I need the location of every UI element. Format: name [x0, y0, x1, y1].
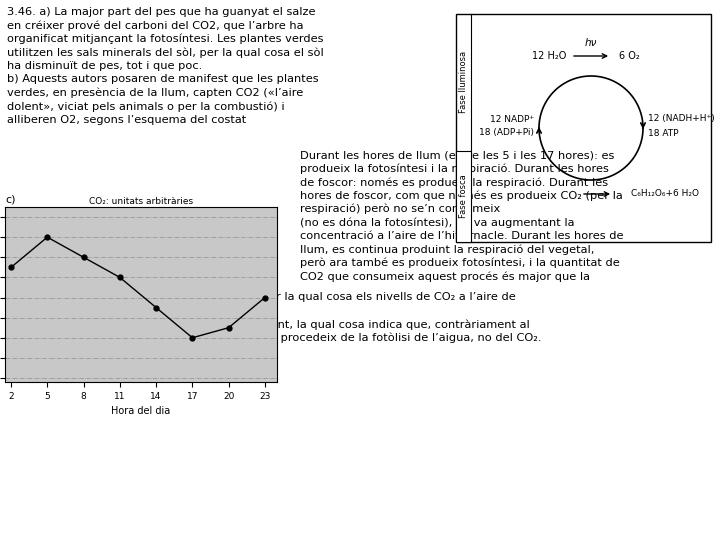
Bar: [456, 14, 711, 242]
Text: que proposà Warburg, l’oxigen de la fotosíntesi procedeix de la fotòlisi de l’ai: que proposà Warburg, l’oxigen de la foto…: [7, 333, 541, 343]
Text: respiració) però no se’n consumeix: respiració) però no se’n consumeix: [300, 204, 500, 214]
Text: d) L’oxigen alliberat està marcat radioactivament, la qual cosa indica que, cont: d) L’oxigen alliberat està marcat radioa…: [7, 319, 530, 329]
Text: 12 NADP⁺: 12 NADP⁺: [490, 114, 534, 124]
Text: 12 (NADH+H⁺): 12 (NADH+H⁺): [648, 114, 715, 124]
Text: 18 ATP: 18 ATP: [648, 129, 678, 138]
Text: Fase fosca: Fase fosca: [459, 174, 468, 218]
Text: Durant les hores de llum (entre les 5 i les 17 hores): es: Durant les hores de llum (entre les 5 i …: [300, 150, 614, 160]
Text: 12 H₂O: 12 H₂O: [532, 51, 566, 61]
Text: ha disminuït de pes, tot i que poc.: ha disminuït de pes, tot i que poc.: [7, 61, 202, 71]
Text: c): c): [5, 195, 16, 205]
Text: verdes, en presència de la llum, capten CO2 («l’aire: verdes, en presència de la llum, capten …: [7, 88, 303, 98]
Text: concentració a l’aire de l’hivernacle. Durant les hores de: concentració a l’aire de l’hivernacle. D…: [300, 231, 624, 241]
Text: l’hivernacle baixen.: l’hivernacle baixen.: [7, 306, 119, 315]
Text: en créixer prové del carboni del CO2, que l’arbre ha: en créixer prové del carboni del CO2, qu…: [7, 21, 304, 31]
Text: hores de foscor, com que només es produeix CO₂ (per la: hores de foscor, com que només es produe…: [300, 191, 623, 201]
Text: 3.46. a) La major part del pes que ha guanyat el salze: 3.46. a) La major part del pes que ha gu…: [7, 7, 315, 17]
X-axis label: Hora del dia: Hora del dia: [112, 406, 171, 416]
Bar: [456, 151, 471, 242]
Text: però ara també es produeix fotosíntesi, i la quantitat de: però ara també es produeix fotosíntesi, …: [300, 258, 620, 268]
Text: CO2 que consumeix aquest procés és major que la: CO2 que consumeix aquest procés és major…: [300, 272, 590, 282]
Text: produeix la fotosíntesi i la respiració. Durant les hores: produeix la fotosíntesi i la respiració.…: [300, 164, 609, 174]
Text: hν: hν: [585, 38, 597, 48]
Text: 6 O₂: 6 O₂: [618, 51, 639, 61]
Title: CO₂: unitats arbitràries: CO₂: unitats arbitràries: [89, 197, 193, 206]
Text: de foscor: només es produeix la respiració. Durant les: de foscor: només es produeix la respirac…: [300, 177, 608, 187]
Text: alliberen O2, segons l’esquema del costat: alliberen O2, segons l’esquema del costa…: [7, 115, 246, 125]
Text: Fase lluminosa: Fase lluminosa: [459, 51, 468, 113]
Text: dolent», viciat pels animals o per la combustió) i: dolent», viciat pels animals o per la co…: [7, 102, 284, 112]
Text: 18 (ADP+Pi): 18 (ADP+Pi): [479, 129, 534, 138]
Text: utilitzen les sals minerals del sòl, per la qual cosa el sòl: utilitzen les sals minerals del sòl, per…: [7, 48, 324, 58]
Text: llum, es continua produint la respiració del vegetal,: llum, es continua produint la respiració…: [300, 245, 595, 255]
Text: organificat mitjançant la fotosíntesi. Les plantes verdes: organificat mitjançant la fotosíntesi. L…: [7, 34, 323, 44]
Text: quantitat de CO₂ que produeix la respiració, per la qual cosa els nivells de CO₂: quantitat de CO₂ que produeix la respira…: [7, 292, 516, 302]
Text: b) Aquests autors posaren de manifest que les plantes: b) Aquests autors posaren de manifest qu…: [7, 75, 319, 84]
Text: (no es dóna la fotosíntesi), en va augmentant la: (no es dóna la fotosíntesi), en va augme…: [300, 218, 575, 228]
Text: C₆H₁₂O₆+6 H₂O: C₆H₁₂O₆+6 H₂O: [631, 190, 699, 199]
